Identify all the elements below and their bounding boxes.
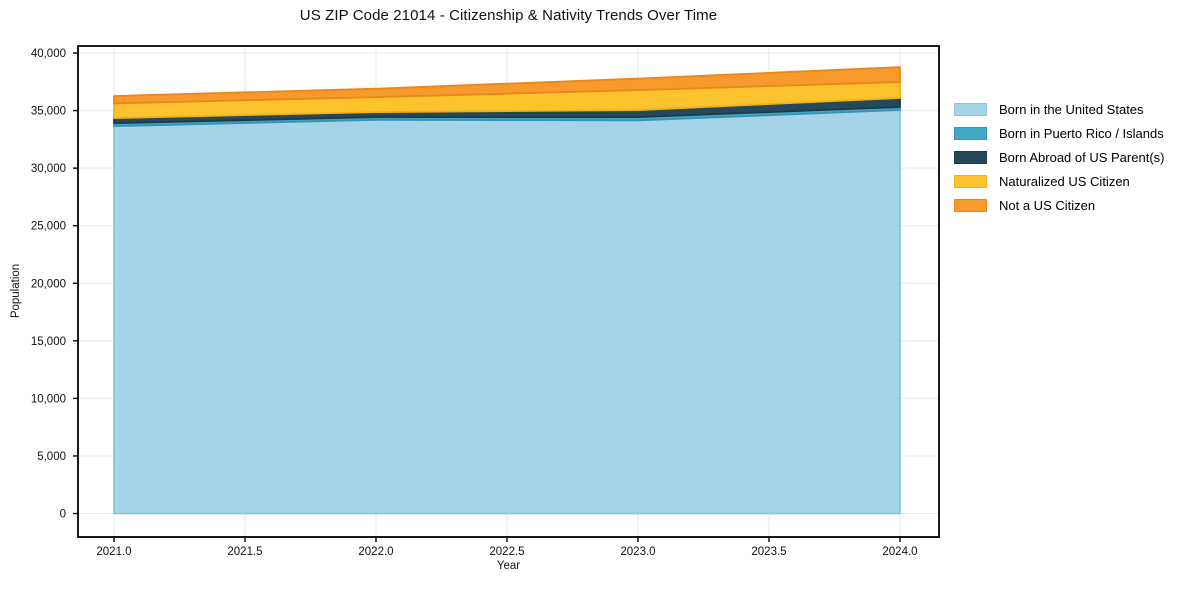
legend-swatch-not-a-citizen — [954, 198, 987, 212]
y-tick-label: 40,000 — [31, 48, 66, 60]
y-tick-label: 10,000 — [31, 393, 66, 405]
y-tick-label: 35,000 — [31, 106, 66, 118]
legend-label-naturalized: Naturalized US Citizen — [999, 173, 1130, 189]
legend-item-born-in-puerto-rico: Born in Puerto Rico / Islands — [954, 125, 1164, 141]
area-series-0 — [113, 109, 901, 515]
area-series-4 — [113, 66, 901, 105]
y-tick-label: 5,000 — [37, 451, 66, 463]
plot-border — [77, 45, 940, 538]
legend-label-born-abroad: Born Abroad of US Parent(s) — [999, 149, 1165, 165]
legend-label-born-in-us: Born in the United States — [999, 101, 1144, 117]
legend-swatch-born-abroad — [954, 150, 987, 164]
y-tick-label: 20,000 — [31, 278, 66, 290]
x-axis-label: Year — [496, 560, 521, 572]
x-tick-label: 2022.0 — [358, 546, 393, 558]
y-tick-label: 0 — [60, 509, 66, 521]
y-tick-label: 15,000 — [31, 336, 66, 348]
x-tick-label: 2021.0 — [96, 546, 131, 558]
legend-swatch-born-in-puerto-rico — [954, 126, 987, 140]
legend-label-born-in-puerto-rico: Born in Puerto Rico / Islands — [999, 125, 1164, 141]
x-tick-label: 2024.0 — [882, 546, 917, 558]
y-axis-label: Population — [10, 263, 22, 319]
y-tick-label: 25,000 — [31, 221, 66, 233]
x-tick-label: 2023.0 — [620, 546, 655, 558]
y-tick-label: 30,000 — [31, 163, 66, 175]
x-tick-label: 2022.5 — [489, 546, 524, 558]
legend-label-not-a-citizen: Not a US Citizen — [999, 197, 1096, 213]
legend-item-naturalized: Naturalized US Citizen — [954, 173, 1164, 189]
x-tick-label: 2021.5 — [227, 546, 262, 558]
legend: Born in the United States Born in Puerto… — [954, 101, 1165, 213]
legend-item-born-abroad: Born Abroad of US Parent(s) — [954, 149, 1165, 165]
legend-swatch-born-in-us — [954, 102, 987, 116]
x-tick-label: 2023.5 — [751, 546, 786, 558]
legend-item-born-in-us: Born in the United States — [954, 101, 1164, 117]
legend-item-not-a-citizen: Not a US Citizen — [954, 197, 1164, 213]
chart-title: US ZIP Code 21014 - Citizenship & Nativi… — [299, 7, 718, 24]
legend-swatch-naturalized — [954, 174, 987, 188]
